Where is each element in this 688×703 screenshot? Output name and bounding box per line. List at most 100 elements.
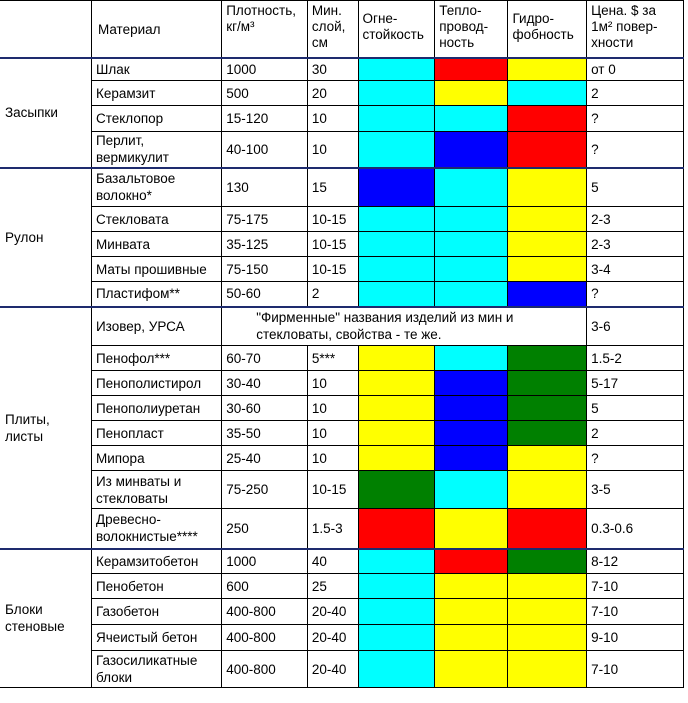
thermal-conductivity-swatch	[434, 370, 509, 396]
price-cell-text: 2-3	[591, 211, 611, 227]
table-row: Пластифом** 50-60 2?	[0, 281, 684, 307]
thermal-conductivity-swatch	[434, 445, 509, 471]
thermal-conductivity-swatch	[434, 131, 509, 168]
price-cell-text: 2-3	[591, 236, 611, 252]
density-cell-text: 400-800	[226, 630, 276, 645]
thermal-conductivity-swatch	[434, 573, 509, 599]
price-cell: 7-10	[586, 573, 684, 599]
density-cell: 30-40	[221, 370, 308, 396]
hydrophobicity-swatch	[507, 105, 588, 132]
min-layer-cell-text: 10-15	[311, 261, 347, 277]
price-cell-text: 3-6	[591, 318, 611, 334]
material-cell-text: Изовер, УРСА	[95, 318, 185, 334]
material-cell-text: Газосиликатные блоки	[95, 653, 198, 685]
material-cell-text: Керамзитобетон	[95, 553, 199, 569]
min-layer-cell: 10-15	[306, 206, 359, 232]
hydrophobicity-swatch	[507, 650, 588, 688]
price-cell-text: 7-10	[591, 578, 619, 594]
thermal-conductivity-swatch	[434, 80, 509, 106]
density-cell-text: 50-60	[226, 286, 261, 302]
table-row: Пенополиуретан 30-60 10 5	[0, 395, 684, 421]
material-cell-text: Маты прошивные	[95, 261, 207, 277]
group-label-cell: Плиты, листы	[0, 305, 92, 549]
fire-resistance-swatch	[357, 395, 436, 421]
group-label-cell: Блоки стеновые	[0, 547, 92, 688]
material-cell: Из минваты и стекловаты	[90, 470, 223, 509]
fire-resistance-swatch	[357, 256, 436, 282]
density-cell-text: 130	[226, 179, 249, 195]
thermal-conductivity-swatch	[434, 281, 509, 307]
material-cell: Мипора	[90, 445, 223, 471]
hydrophobicity-swatch	[507, 131, 588, 168]
min-layer-cell: 20-40	[306, 624, 359, 651]
header-heat-line1: Тепло-	[439, 3, 482, 18]
hydrophobicity-swatch	[507, 206, 588, 232]
density-cell-text: 60-70	[226, 350, 261, 366]
header-hydro-line1: Гидро-	[512, 11, 554, 26]
thermal-conductivity-swatch	[434, 598, 509, 625]
thermal-conductivity-swatch	[434, 470, 509, 509]
density-cell: 40-100	[221, 131, 308, 168]
hydrophobicity-swatch	[507, 231, 588, 257]
density-cell: 250	[221, 508, 308, 549]
table-row: Пенобетон 600 25 7-10	[0, 573, 684, 599]
min-layer-cell: 10	[306, 395, 359, 421]
density-cell: 400-800	[221, 650, 308, 688]
density-cell: 500	[221, 80, 308, 106]
min-layer-cell-text: 1.5-3	[311, 520, 343, 536]
price-cell: ?	[586, 105, 684, 132]
min-layer-cell: 40	[306, 547, 359, 574]
density-cell-text: 1000	[226, 61, 257, 77]
price-cell: 5-17	[586, 370, 684, 396]
min-layer-cell-text: 10-15	[311, 482, 347, 497]
hydrophobicity-swatch	[507, 573, 588, 599]
material-cell-text: Пенопласт	[95, 425, 164, 441]
hydrophobicity-swatch	[507, 624, 588, 651]
hydrophobicity-swatch	[507, 166, 588, 207]
price-cell: 1.5-2	[586, 345, 684, 371]
group-label-cell: Засыпки	[0, 56, 92, 168]
thermal-conductivity-swatch	[434, 206, 509, 232]
density-cell-text: 250	[226, 520, 249, 536]
material-cell: Пластифом**	[90, 281, 223, 307]
insulation-materials-table: Материал Плотность, кг/м³ Мин. слой, см …	[0, 0, 684, 688]
table-row: Из минваты и стекловаты 75-250 10-15 3-5	[0, 470, 684, 509]
density-cell-text: 400-800	[226, 604, 276, 619]
price-cell-text: 2	[591, 85, 599, 101]
price-cell-text: ?	[591, 286, 599, 302]
material-cell: Пенобетон	[90, 573, 223, 599]
table-row: Газобетон 400-800 20-40 7-10	[0, 598, 684, 625]
table-row: Стеклопор 15-120 10?	[0, 105, 684, 132]
header-min-layer-line2: слой,	[311, 19, 346, 34]
min-layer-cell: 10	[306, 370, 359, 396]
table-row: Перлит, вермикулит 40-100 10?	[0, 131, 684, 168]
thermal-conductivity-swatch	[434, 345, 509, 371]
table-row: Мипора 25-40 10?	[0, 445, 684, 471]
note-text: "Фирменные" названия изделий из мин и ст…	[256, 310, 514, 343]
min-layer-cell-text: 10-15	[311, 211, 347, 227]
min-layer-cell: 2	[306, 281, 359, 307]
table-row: Блоки стеновые Керамзитобетон 1000 40 8-12	[0, 547, 684, 688]
min-layer-cell-text: 20-40	[311, 661, 347, 677]
price-cell: ?	[586, 131, 684, 168]
price-cell: 5	[586, 395, 684, 421]
price-cell-text: ?	[591, 111, 599, 126]
min-layer-cell-text: 5***	[311, 350, 336, 366]
price-cell: 5	[586, 166, 684, 207]
min-layer-cell: 20-40	[306, 650, 359, 688]
fire-resistance-swatch	[357, 370, 436, 396]
price-cell-text: 1.5-2	[591, 350, 622, 366]
header-hydrophobicity: Гидро- фобность	[507, 0, 588, 58]
material-cell: Пенопласт	[90, 420, 223, 446]
material-cell: Минвата	[90, 231, 223, 257]
header-min-layer: Мин. слой, см	[306, 0, 359, 58]
thermal-conductivity-swatch	[434, 105, 509, 132]
price-cell: 9-10	[586, 624, 684, 651]
header-material-label: Материал	[97, 21, 161, 37]
min-layer-cell: 25	[306, 573, 359, 599]
material-cell-text: Стекловата	[95, 211, 169, 227]
fire-resistance-swatch	[357, 598, 436, 625]
table-row: Пенопласт 35-50 10 2	[0, 420, 684, 446]
header-price-line2: 1м² повер-	[591, 19, 658, 34]
density-cell-text: 75-175	[226, 211, 269, 227]
